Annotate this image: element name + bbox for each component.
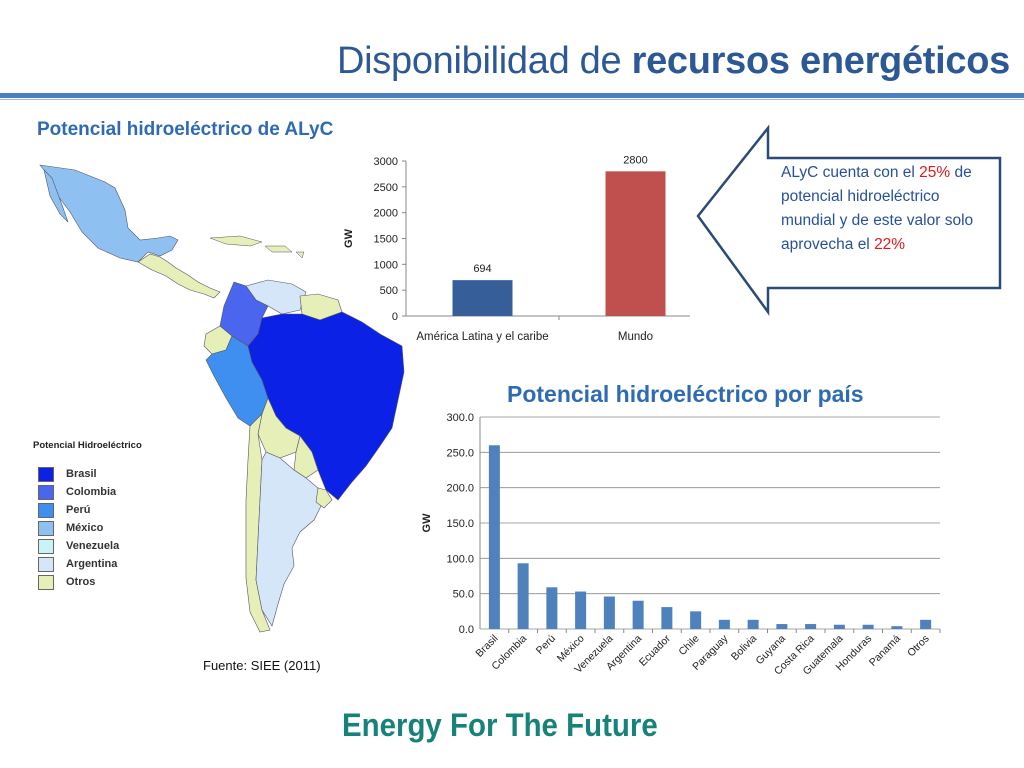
legend-label: Brasil — [66, 468, 97, 480]
bar-mundo — [605, 171, 666, 316]
title-divider-thin — [0, 99, 1024, 100]
legend-swatch — [38, 538, 54, 554]
y-tick-label: 300.0 — [446, 412, 474, 424]
x-category-label: Panamá — [867, 633, 903, 669]
legend-item: Otros — [33, 573, 142, 591]
title-divider — [0, 93, 1024, 98]
map-argentina — [255, 451, 323, 627]
x-category-label: Mundo — [618, 331, 653, 343]
section-title-countries: Potencial hidroeléctrico por país — [507, 381, 864, 407]
legend-item: México — [33, 519, 142, 537]
bar — [690, 611, 702, 629]
data-label: 2800 — [623, 154, 647, 166]
callout-text-part1: ALyC cuenta con el — [781, 164, 920, 181]
legend-label: Colombia — [66, 486, 117, 498]
y-axis-label: GW — [343, 228, 355, 248]
section-title-alyc: Potencial hidroeléctrico de ALyC — [37, 119, 334, 140]
callout-pct-world: 25% — [919, 164, 951, 181]
bar-alyc — [452, 280, 513, 316]
y-tick-label: 250.0 — [446, 447, 474, 459]
legend-swatch — [38, 466, 54, 482]
map-mexico — [39, 164, 179, 263]
x-category-label: Otros — [905, 633, 932, 660]
legend-item: Argentina — [33, 555, 142, 573]
callout-text-part2: de potencial hidroeléctrico mundial y de… — [781, 164, 974, 253]
chart-by-country: 0.050.0100.0150.0200.0250.0300.0GWBrasil… — [421, 412, 941, 677]
legend-label: Perú — [66, 504, 91, 516]
x-category-label: América Latina y el caribe — [416, 331, 548, 343]
legend-swatch — [38, 484, 54, 500]
y-tick-label: 2000 — [374, 208, 398, 220]
legend-item: Perú — [33, 501, 142, 519]
legend-item: Colombia — [33, 483, 142, 501]
bar — [805, 624, 817, 629]
y-tick-label: 200.0 — [446, 483, 474, 495]
legend-label: Venezuela — [66, 540, 120, 552]
bar — [862, 624, 874, 629]
source-note: Fuente: SIEE (2011) — [203, 658, 321, 673]
callout-pct-used: 22% — [874, 236, 906, 253]
bar — [546, 587, 558, 629]
bar — [488, 445, 500, 629]
x-category-label: Ecuador — [637, 632, 673, 668]
callout-arrow — [696, 124, 1002, 316]
bar — [833, 624, 845, 629]
bar — [776, 624, 788, 629]
bar — [661, 607, 673, 629]
map-chile — [245, 413, 271, 633]
legend-items: Brasil Colombia Perú México Venezuela Argenti… — [33, 465, 142, 591]
x-category-label: Chile — [676, 633, 702, 659]
bar — [632, 600, 644, 629]
legend-item: Venezuela — [33, 537, 142, 555]
legend-label: Argentina — [66, 558, 118, 570]
y-tick-label: 50.0 — [453, 589, 474, 601]
y-axis-label: GW — [421, 513, 433, 533]
bar — [718, 619, 730, 629]
latin-america-map — [39, 164, 405, 633]
data-label: 694 — [473, 263, 491, 275]
legend-label: México — [66, 522, 104, 534]
footer-tagline: Energy For The Future — [342, 707, 658, 743]
bar — [891, 626, 903, 629]
legend-label: Otros — [66, 576, 96, 588]
y-tick-label: 2500 — [374, 182, 398, 194]
callout-arrow-shape — [696, 124, 1002, 316]
bar — [603, 596, 615, 629]
map-baja — [43, 169, 69, 223]
x-category-label: Perú — [534, 633, 558, 657]
y-tick-label: 100.0 — [446, 553, 474, 565]
map-legend: Potencial Hidroeléctrico Brasil Colombia P… — [33, 440, 142, 591]
slide-title: Disponibilidad de recursos energéticos — [337, 40, 1010, 83]
map-caribbean — [209, 235, 305, 259]
map-uruguay — [315, 487, 333, 509]
legend-title: Potencial Hidroeléctrico — [33, 440, 142, 451]
bar — [920, 619, 932, 629]
chart-alyc-vs-world: 0 500 1000 1500 2000 2500 3000 GW 694 América Lat… — [343, 154, 690, 343]
map-central-america — [137, 253, 221, 299]
y-tick-label: 3000 — [374, 156, 398, 168]
legend-swatch — [38, 574, 54, 590]
legend-swatch — [38, 502, 54, 518]
legend-swatch — [38, 556, 54, 572]
callout-text: ALyC cuenta con el 25% de potencial hidr… — [781, 161, 991, 257]
legend-item: Brasil — [33, 465, 142, 483]
y-tick-label: 500 — [380, 285, 398, 297]
bar — [747, 619, 759, 629]
bar — [517, 563, 529, 629]
slide-title-normal: Disponibilidad de — [337, 40, 632, 82]
y-tick-label: 150.0 — [446, 518, 474, 530]
y-tick-label: 0.0 — [459, 624, 474, 636]
y-tick-label: 1000 — [374, 259, 398, 271]
slide-title-bold: recursos energéticos — [631, 40, 1011, 82]
y-tick-label: 1500 — [374, 234, 398, 246]
y-tick-label: 0 — [392, 311, 398, 323]
legend-swatch — [38, 520, 54, 536]
bar — [575, 591, 587, 629]
